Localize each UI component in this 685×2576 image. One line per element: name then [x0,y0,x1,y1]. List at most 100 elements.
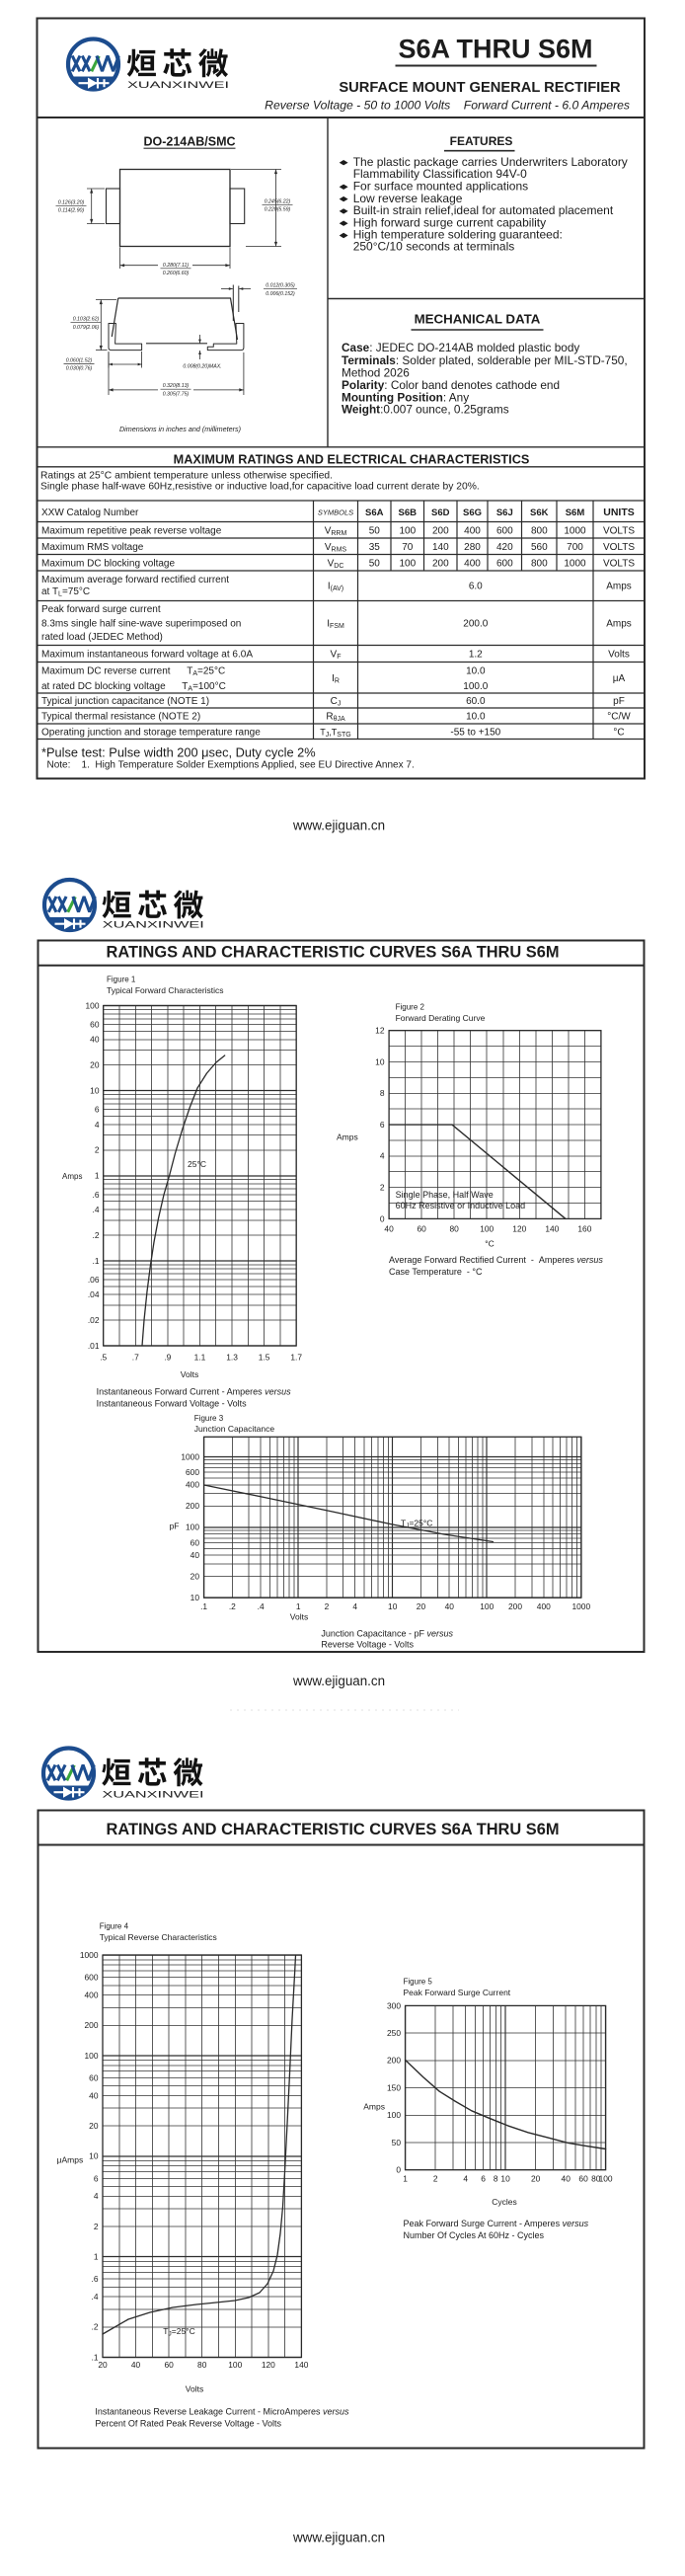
svg-text:.5: .5 [100,1353,107,1363]
svg-text:140: 140 [432,542,449,553]
svg-text:8.3ms single half sine-wave su: 8.3ms single half sine-wave superimposed… [41,618,241,629]
svg-text:800: 800 [531,526,548,537]
svg-text:MECHANICAL DATA: MECHANICAL DATA [415,312,541,327]
svg-text:20: 20 [90,1060,100,1070]
svg-text:Peak Forward Surge Current: Peak Forward Surge Current [404,1988,511,1997]
svg-text:Maximum DC reverse current: Maximum DC reverse current TA=25°C [41,665,225,677]
svg-text:40: 40 [384,1223,394,1233]
svg-text:2: 2 [95,1145,100,1155]
svg-text:.06: .06 [88,1275,100,1285]
svg-text:IFSM: IFSM [327,619,344,631]
svg-text:0.305(7.75): 0.305(7.75) [163,391,190,397]
svg-text:Volts: Volts [290,1612,308,1622]
svg-text:100: 100 [86,1000,100,1010]
svg-text:0.320(8.13): 0.320(8.13) [163,383,190,389]
svg-text:Average Forward Rectified Curr: Average Forward Rectified Current - Ampe… [389,1255,603,1265]
svg-text:For surface mounted applicatio: For surface mounted applications [353,180,528,194]
svg-text:Junction Capacitance - pF vers: Junction Capacitance - pF versus [321,1628,453,1638]
svg-text:0.280(7.11): 0.280(7.11) [163,263,189,269]
svg-text:10.0: 10.0 [466,665,486,676]
svg-text:Note: 1. High Temperature: Note: 1. High Temperature Solder Exempti… [47,760,415,771]
svg-text:2: 2 [94,2222,99,2231]
svg-text:160: 160 [577,1223,591,1233]
svg-text:1000: 1000 [181,1451,199,1461]
svg-text:50: 50 [369,558,381,569]
svg-text:UNITS: UNITS [603,507,635,518]
svg-text:RATINGS AND CHARACTERISTIC CUR: RATINGS AND CHARACTERISTIC CURVES S6A TH… [107,944,560,962]
svg-text:Weight:0.007 ounce, 0.25grams: Weight:0.007 ounce, 0.25grams [342,402,509,416]
svg-text:1.2: 1.2 [469,650,483,661]
svg-text:Peak forward surge current: Peak forward surge current [41,604,161,615]
svg-text:700: 700 [567,542,583,553]
svg-text:800: 800 [531,558,548,569]
svg-text:Number Of Cycles At 60Hz - Cyc: Number Of Cycles At 60Hz - Cycles [404,2230,545,2240]
svg-text:Junction Capacitance: Junction Capacitance [194,1424,275,1434]
svg-text:Terminals: Solder plated, sold: Terminals: Solder plated, solderable per… [342,353,628,367]
svg-text:400: 400 [85,1991,99,2000]
svg-text:Forward Derating Curve: Forward Derating Curve [396,1013,486,1023]
svg-text:*Pulse test: Pulse width 200 μ: *Pulse test: Pulse width 200 μsec, Duty … [41,744,316,759]
svg-text:0.060(1.52): 0.060(1.52) [66,358,93,364]
svg-text:Mounting Position: Any: Mounting Position: Any [342,390,469,404]
svg-text:0: 0 [396,2165,401,2175]
svg-text:2: 2 [380,1183,385,1193]
svg-text:°C/W: °C/W [607,712,631,723]
svg-text:.02: .02 [88,1315,100,1325]
svg-text:200: 200 [432,526,449,537]
svg-text:10: 10 [388,1601,398,1611]
svg-text:80: 80 [591,2173,601,2183]
svg-text:XUANXINWEI: XUANXINWEI [127,80,229,91]
svg-text:.04: .04 [88,1289,100,1299]
svg-text:Typical Forward Characteristic: Typical Forward Characteristics [107,985,224,995]
svg-text:.2: .2 [229,1601,236,1611]
svg-text:150: 150 [387,2082,401,2092]
svg-text:XUANXINWEI: XUANXINWEI [103,919,204,930]
svg-text:6: 6 [94,2173,99,2183]
svg-text:6: 6 [380,1120,385,1130]
svg-text:μAmps: μAmps [57,2155,84,2165]
svg-text:10: 10 [375,1056,385,1066]
svg-text:°C: °C [485,1238,495,1248]
svg-text:Built-in strain relief,ideal f: Built-in strain relief,ideal for automat… [353,203,614,217]
svg-text:70: 70 [402,542,414,553]
svg-text:.4: .4 [258,1601,265,1611]
svg-text:.4: .4 [92,2292,99,2302]
svg-text:420: 420 [496,542,513,553]
svg-text:60: 60 [417,1223,426,1233]
svg-text:.6: .6 [93,1190,100,1200]
svg-text:10: 10 [89,2151,99,2161]
svg-text:Method 2026: Method 2026 [342,365,410,379]
svg-text:6: 6 [481,2173,486,2183]
svg-text:rated load (JEDEC Method): rated load (JEDEC Method) [41,632,163,643]
svg-text:S6M: S6M [566,507,585,518]
svg-text:200: 200 [387,2056,401,2066]
svg-text:TJ=25°C: TJ=25°C [163,2326,194,2337]
svg-text:Cycles: Cycles [492,2197,517,2207]
svg-text:1: 1 [296,1601,301,1611]
svg-text:6: 6 [95,1105,100,1115]
svg-text:40: 40 [445,1601,455,1611]
svg-text:600: 600 [85,1973,99,1983]
svg-text:Dimensions in inches and (mill: Dimensions in inches and (millimeters) [119,425,241,433]
svg-text:250: 250 [387,2028,401,2038]
svg-text:25°C: 25°C [188,1159,206,1169]
svg-text:4: 4 [380,1151,385,1161]
svg-text:Maximum RMS voltage: Maximum RMS voltage [41,542,144,553]
svg-text:1: 1 [95,1171,100,1181]
svg-text:20: 20 [417,1601,426,1611]
svg-text:Instantaneous Reverse Leakage: Instantaneous Reverse Leakage Current - … [95,2407,349,2417]
svg-text:40: 40 [131,2360,141,2370]
svg-text:120: 120 [262,2360,275,2370]
svg-text:Ratings at 25°C ambient temper: Ratings at 25°C ambient temperature unle… [40,470,333,481]
svg-text:140: 140 [294,2360,308,2370]
svg-text:100: 100 [480,1223,494,1233]
svg-text:1: 1 [403,2173,408,2183]
svg-text:600: 600 [496,526,513,537]
svg-text:μA: μA [613,673,626,684]
svg-text:1.5: 1.5 [259,1353,270,1363]
svg-text:Typical Reverse Characteristic: Typical Reverse Characteristics [100,1932,217,1942]
svg-text:100: 100 [599,2173,613,2183]
svg-text:Typical thermal resistance (NO: Typical thermal resistance (NOTE 2) [41,712,200,723]
svg-text:S6A: S6A [365,507,384,518]
svg-text:8: 8 [494,2173,498,2183]
